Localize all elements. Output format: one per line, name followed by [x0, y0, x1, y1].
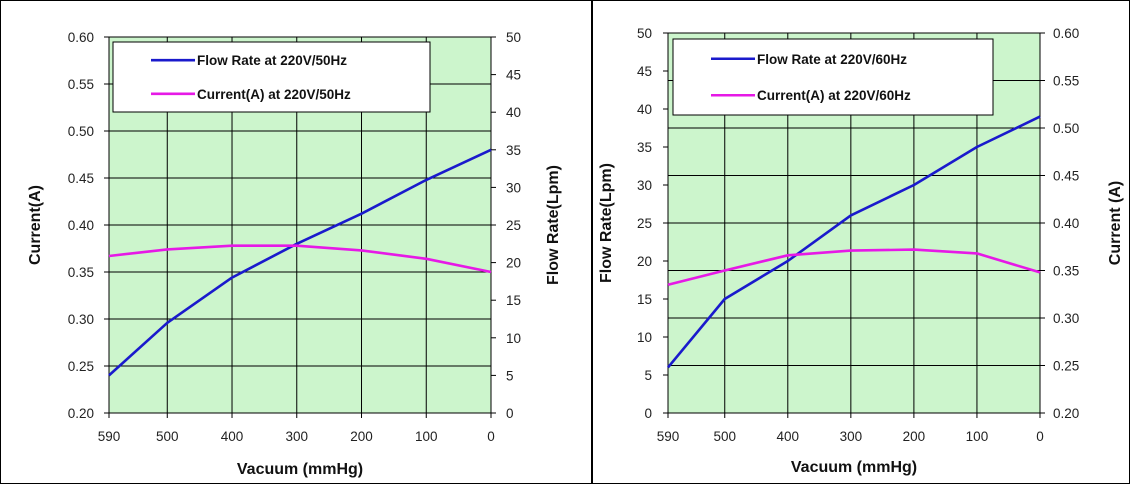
left-axis-tick-label: 45 — [637, 64, 652, 79]
left-axis-tick-label: 0.40 — [68, 218, 94, 233]
left-axis-tick-label: 50 — [637, 26, 652, 41]
right-axis-tick-label: 0.45 — [1053, 169, 1079, 184]
right-axis-tick-label: 0.20 — [1053, 406, 1079, 421]
left-axis-tick-label: 0.20 — [68, 406, 94, 421]
right-axis-tick-label: 40 — [506, 105, 521, 120]
right-axis-tick-label: 0.40 — [1053, 216, 1079, 231]
right-axis-tick-label: 0 — [506, 406, 514, 421]
chart-1: 590 500 400 300 200 100 00.200.250.300.350.400… — [27, 30, 562, 478]
series-line-current — [108, 244, 492, 274]
right-axis-tick-label: 0.30 — [1053, 311, 1079, 326]
right-axis-tick-label: 50 — [506, 30, 521, 45]
right-axis-tick-label: 5 — [506, 368, 514, 383]
x-tick-label: 590 — [657, 429, 680, 444]
right-axis-tick-label: 0.55 — [1053, 74, 1079, 89]
right-axis-tick-label: 30 — [506, 180, 521, 195]
x-tick-label: 100 — [966, 429, 989, 444]
left-axis-tick-label: 0 — [644, 406, 652, 421]
left-axis-tick-label: 30 — [637, 178, 652, 193]
legend: Flow Rate at 220V/60Hz Current(A) at 220V… — [672, 38, 994, 116]
x-tick-label: 300 — [285, 429, 308, 444]
right-axis-tick-label: 0.25 — [1053, 359, 1079, 374]
x-tick-label: 500 — [156, 429, 179, 444]
left-axis-tick-label: 0.35 — [68, 265, 94, 280]
left-axis-title: Current(A) — [27, 185, 44, 265]
right-axis-title: Flow Rate(Lpm) — [545, 165, 562, 285]
right-axis-title: Current (A) — [1107, 181, 1124, 265]
legend-label: Current(A) at 220V/50Hz — [197, 87, 351, 102]
chart-2: 590 500 400 300 200 100 0 0 5 10 15 20 25 30 35 40 45 50 0… — [598, 26, 1124, 476]
legend-label: Flow Rate at 220V/60Hz — [757, 52, 907, 67]
left-axis-tick-label: 20 — [637, 254, 652, 269]
right-axis-tick-label: 10 — [506, 331, 521, 346]
x-tick-label: 590 — [98, 429, 121, 444]
left-axis-tick-label: 25 — [637, 216, 652, 231]
right-axis-tick-label: 0.60 — [1053, 26, 1079, 41]
x-axis-title: Vacuum (mmHg) — [791, 459, 917, 476]
right-axis-tick-label: 15 — [506, 293, 521, 308]
left-axis-title: Flow Rate(Lpm) — [598, 163, 615, 283]
legend-box — [672, 38, 994, 116]
x-tick-label: 400 — [221, 429, 244, 444]
right-axis-tick-label: 45 — [506, 68, 521, 83]
left-axis-tick-label: 0.60 — [68, 30, 94, 45]
x-tick-label: 500 — [713, 429, 736, 444]
left-axis-tick-label: 35 — [637, 140, 652, 155]
x-tick-label: 300 — [840, 429, 863, 444]
x-tick-label: 400 — [777, 429, 800, 444]
x-tick-label: 200 — [903, 429, 926, 444]
left-axis-tick-label: 10 — [637, 330, 652, 345]
x-axis-title: Vacuum (mmHg) — [237, 461, 363, 478]
legend-label: Current(A) at 220V/60Hz — [757, 88, 911, 103]
left-axis-tick-label: 0.45 — [68, 171, 94, 186]
left-axis-tick-label: 0.55 — [68, 77, 94, 92]
left-axis-tick-label: 5 — [644, 368, 652, 383]
left-axis-tick-label: 0.25 — [68, 359, 94, 374]
left-axis-tick-label: 0.50 — [68, 124, 94, 139]
series-line-flow-rate — [108, 148, 492, 377]
legend-box — [112, 41, 431, 113]
legend: Flow Rate at 220V/50Hz Current(A) at 220V… — [112, 41, 431, 113]
x-tick-label: 100 — [415, 429, 438, 444]
left-axis-tick-label: 40 — [637, 102, 652, 117]
right-axis-tick-label: 20 — [506, 256, 521, 271]
right-axis-tick-label: 0.50 — [1053, 121, 1079, 136]
left-axis-tick-label: 15 — [637, 292, 652, 307]
series-line-flow-rate — [666, 115, 1041, 369]
x-tick-label: 200 — [350, 429, 373, 444]
x-tick-label: 0 — [1036, 429, 1044, 444]
x-tick-label: 0 — [487, 429, 495, 444]
right-axis-tick-label: 35 — [506, 143, 521, 158]
left-axis-tick-label: 0.30 — [68, 312, 94, 327]
right-axis-tick-label: 25 — [506, 218, 521, 233]
series-line-current — [667, 248, 1041, 287]
right-axis-tick-label: 0.35 — [1053, 264, 1079, 279]
legend-label: Flow Rate at 220V/50Hz — [197, 53, 347, 68]
